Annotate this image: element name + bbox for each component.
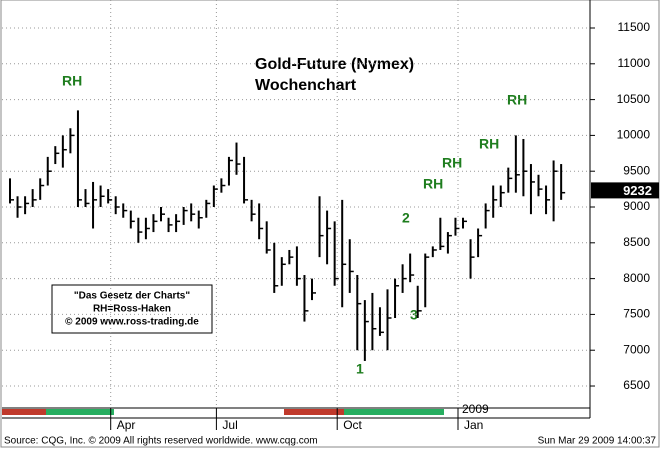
- annotation: 2: [402, 210, 410, 226]
- y-tick-label: 9500: [623, 163, 650, 177]
- y-tick-label: 7000: [623, 342, 650, 356]
- x-tick-label: Jan: [464, 418, 483, 432]
- y-tick-label: 6500: [623, 378, 650, 392]
- y-tick-label: 10500: [617, 92, 651, 106]
- y-tick-label: 8000: [623, 271, 650, 285]
- period-strip: [2, 409, 590, 415]
- year-label: 2009: [462, 402, 489, 416]
- x-tick-label: Apr: [117, 418, 136, 432]
- note-line: © 2009 www.ross-trading.de: [65, 317, 199, 328]
- annotation: RH: [423, 176, 443, 192]
- chart-title: Gold-Future (Nymex): [255, 56, 414, 73]
- y-tick-label: 8500: [623, 235, 650, 249]
- annotation: RH: [507, 92, 527, 108]
- y-tick-label: 11000: [618, 56, 651, 70]
- annotation: 1: [356, 361, 364, 377]
- x-tick-label: Oct: [343, 418, 362, 432]
- note-box: [51, 284, 213, 334]
- y-tick-label: 9000: [623, 199, 650, 213]
- x-tick-label: Jul: [222, 418, 237, 432]
- note-line: RH=Ross-Haken: [93, 304, 171, 315]
- note-line: "Das Gesetz der Charts": [74, 291, 190, 302]
- annotation: RH: [62, 73, 82, 89]
- last-price-label: 9232: [623, 183, 652, 198]
- annotation: RH: [479, 136, 499, 152]
- timestamp: Sun Mar 29 2009 14:00:37: [538, 436, 657, 447]
- y-tick-label: 7500: [623, 307, 650, 321]
- y-tick-label: 10000: [617, 128, 651, 142]
- chart-subtitle: Wochenchart: [255, 77, 357, 94]
- source: Source: CQG, Inc. © 2009 All rights rese…: [4, 436, 318, 447]
- annotation: RH: [442, 155, 462, 171]
- y-tick-label: 11500: [618, 20, 651, 34]
- last-price-box: [591, 182, 659, 199]
